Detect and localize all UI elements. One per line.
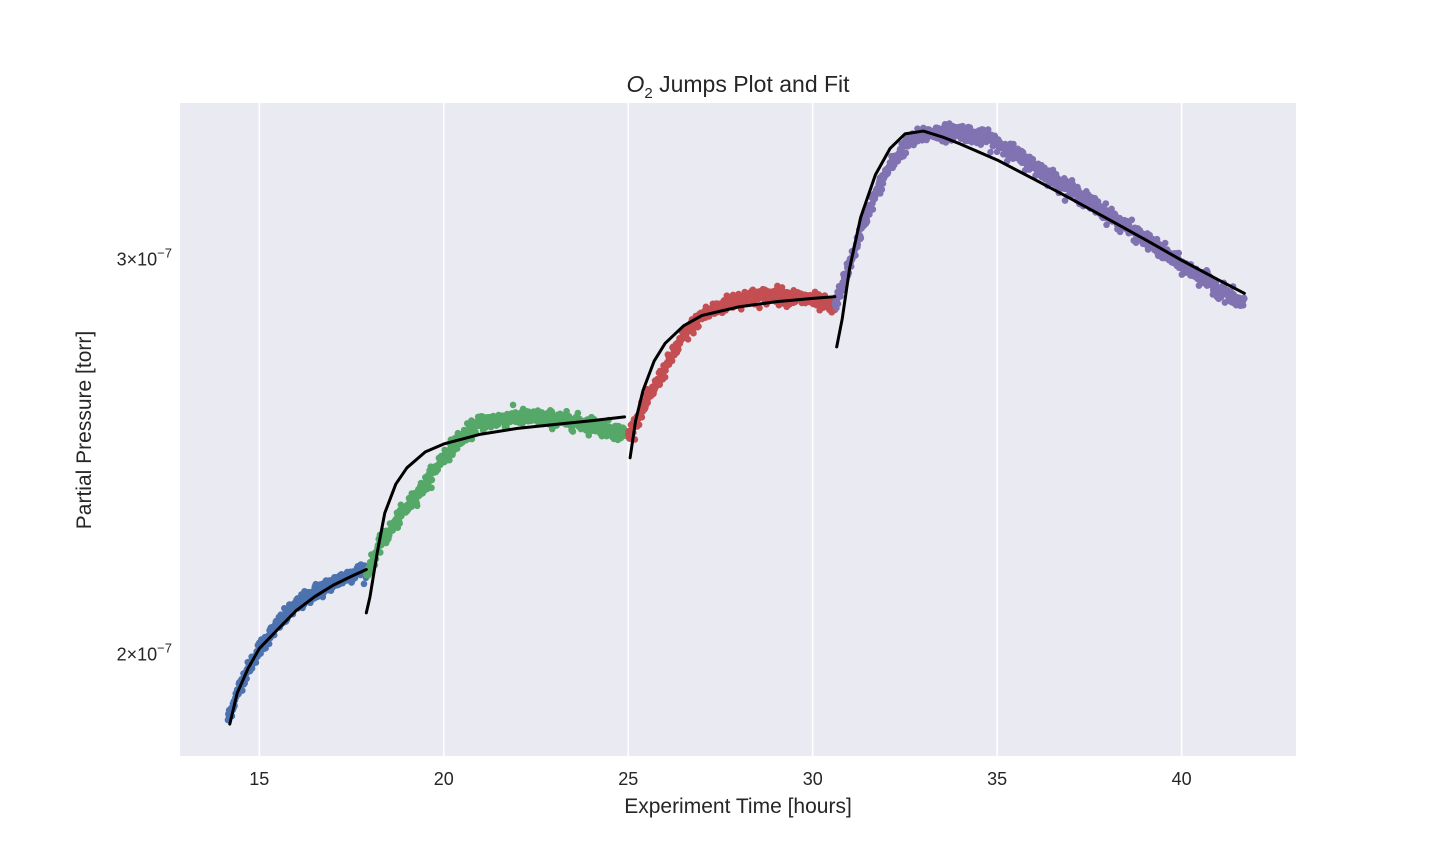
- data-point: [1239, 301, 1247, 309]
- fit-lines: [228, 129, 1246, 726]
- chart-title: O2 Jumps Plot and Fit: [626, 71, 850, 102]
- title-subscript: 2: [644, 85, 652, 102]
- y-axis-label: Partial Pressure [torr]: [73, 331, 96, 529]
- data-point: [1108, 205, 1115, 213]
- data-point: [1175, 249, 1183, 257]
- data-point: [413, 502, 421, 510]
- data-point: [585, 431, 593, 439]
- data-point: [1010, 140, 1017, 148]
- data-point: [1001, 140, 1009, 148]
- data-point: [1161, 239, 1169, 247]
- data-point: [695, 323, 702, 330]
- data-point: [942, 139, 950, 146]
- x-tick-label: 20: [434, 769, 454, 789]
- data-point: [360, 580, 368, 588]
- data-point: [863, 218, 871, 225]
- data-point: [252, 659, 260, 666]
- data-point: [1241, 295, 1248, 302]
- x-axis-label: Experiment Time [hours]: [624, 795, 852, 818]
- x-tick-label: 25: [618, 769, 638, 789]
- data-point: [1102, 200, 1110, 207]
- data-point: [635, 421, 643, 429]
- data-point: [984, 126, 992, 133]
- data-point: [869, 206, 877, 213]
- data-point: [661, 373, 669, 381]
- fit-line-3: [628, 295, 837, 460]
- title-species: O: [626, 71, 644, 97]
- y-tick-labels: 3×10−7 2×10−7: [117, 246, 172, 665]
- fit-line-4: [835, 129, 1246, 349]
- data-point: [690, 329, 697, 337]
- data-point: [756, 304, 763, 312]
- x-tick-label: 15: [249, 769, 269, 789]
- fit-line-2: [364, 415, 627, 615]
- x-tick-label: 30: [803, 769, 823, 789]
- x-tick-label: 35: [987, 769, 1007, 789]
- data-point: [428, 476, 436, 484]
- data-point: [857, 234, 865, 242]
- x-tick-label: 40: [1172, 769, 1192, 789]
- data-point: [509, 401, 517, 409]
- data-point: [902, 149, 910, 157]
- data-point: [638, 413, 646, 421]
- fit-line-1: [228, 568, 368, 726]
- data-point: [668, 357, 676, 365]
- data-point: [878, 186, 886, 193]
- title-rest: Jumps Plot and Fit: [653, 71, 850, 97]
- data-point: [1128, 216, 1136, 224]
- data-point: [837, 292, 844, 300]
- data-point: [569, 428, 577, 435]
- data-point: [446, 456, 453, 464]
- x-tick-labels: 15 20 25 30 35 40: [249, 769, 1191, 789]
- data-point: [987, 148, 994, 156]
- data-point: [839, 286, 847, 293]
- data-point: [979, 126, 987, 133]
- y-tick-label: 3×10−7: [117, 246, 172, 270]
- plot-area: [180, 103, 1296, 756]
- data-point: [1103, 221, 1110, 229]
- data-point: [428, 484, 435, 492]
- data-point: [778, 284, 786, 291]
- data-point: [574, 409, 582, 417]
- data-point: [834, 300, 842, 308]
- data-point: [675, 346, 682, 353]
- data-point: [684, 336, 692, 343]
- data-point: [396, 520, 403, 527]
- y-tick-label: 2×10−7: [117, 640, 172, 664]
- scatter-series-2: [363, 401, 630, 579]
- data-point: [1061, 197, 1069, 204]
